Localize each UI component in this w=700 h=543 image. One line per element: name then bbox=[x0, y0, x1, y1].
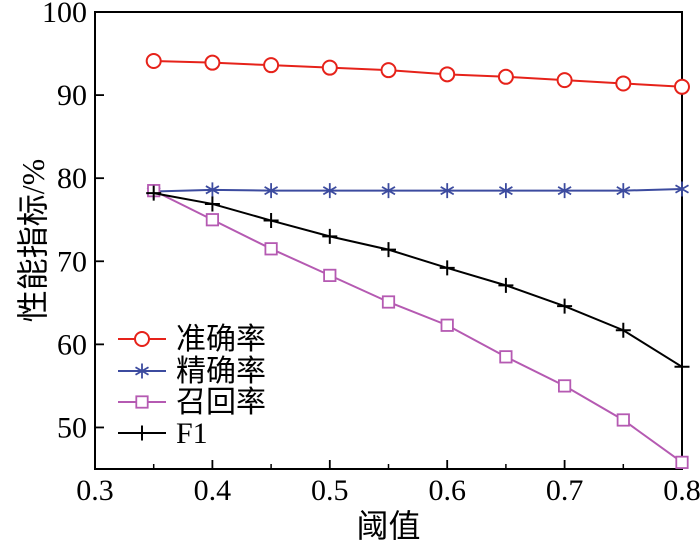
plus-marker bbox=[381, 242, 396, 258]
y-tick-label: 60 bbox=[57, 328, 87, 361]
asterisk-marker bbox=[205, 182, 220, 198]
square-marker bbox=[264, 242, 278, 256]
series-F1 bbox=[146, 185, 690, 375]
x-tick-label: 0.8 bbox=[663, 474, 700, 507]
square-marker bbox=[323, 268, 337, 282]
plus-marker bbox=[146, 185, 162, 201]
plus-marker bbox=[674, 359, 690, 375]
square-marker bbox=[499, 350, 513, 364]
asterisk-marker bbox=[135, 363, 149, 379]
circle-marker bbox=[321, 59, 338, 76]
x-tick-label: 0.7 bbox=[546, 474, 584, 507]
y-tick-label: 70 bbox=[57, 245, 87, 278]
legend-item-F1: F1 bbox=[118, 417, 208, 450]
asterisk-marker bbox=[557, 183, 572, 199]
square-marker bbox=[205, 213, 219, 227]
y-tick-label: 100 bbox=[42, 0, 87, 29]
plus-marker bbox=[498, 277, 514, 293]
plus-marker bbox=[322, 228, 338, 244]
circle-marker bbox=[134, 331, 150, 347]
y-tick-label: 80 bbox=[57, 162, 87, 195]
square-marker bbox=[675, 455, 689, 469]
legend-item-召回率: 召回率 bbox=[118, 386, 266, 419]
asterisk-marker bbox=[498, 183, 513, 199]
series-line-2 bbox=[153, 189, 683, 464]
square-marker bbox=[135, 395, 149, 409]
plus-marker bbox=[557, 298, 573, 314]
legend-label: 精确率 bbox=[176, 355, 266, 388]
asterisk-marker bbox=[264, 183, 279, 199]
plus-marker bbox=[615, 322, 631, 338]
asterisk-marker bbox=[440, 183, 455, 199]
square-marker bbox=[558, 379, 572, 393]
x-axis-label: 阈值 bbox=[356, 508, 420, 543]
square-marker bbox=[616, 413, 630, 427]
legend-label: 准确率 bbox=[176, 323, 266, 356]
asterisk-marker bbox=[616, 183, 631, 199]
x-tick-label: 0.5 bbox=[311, 474, 349, 507]
circle-marker bbox=[380, 62, 397, 79]
x-tick-label: 0.3 bbox=[76, 474, 114, 507]
legend-label: F1 bbox=[176, 417, 208, 450]
circle-marker bbox=[556, 72, 573, 89]
plus-marker bbox=[134, 425, 150, 441]
circle-marker bbox=[615, 75, 632, 92]
square-marker bbox=[440, 318, 454, 332]
series-准确率 bbox=[145, 53, 690, 95]
asterisk-marker bbox=[381, 183, 396, 199]
y-tick-label: 90 bbox=[57, 79, 87, 112]
circle-marker bbox=[497, 68, 514, 85]
series-精确率 bbox=[146, 181, 689, 199]
circle-marker bbox=[204, 54, 221, 71]
legend-item-准确率: 准确率 bbox=[118, 323, 266, 356]
series-line-0 bbox=[153, 60, 683, 88]
circle-marker bbox=[674, 78, 690, 95]
legend-label: 召回率 bbox=[176, 386, 266, 419]
y-tick-label: 50 bbox=[57, 411, 87, 444]
series-line-3 bbox=[153, 192, 683, 368]
series-line-1 bbox=[153, 187, 683, 193]
x-tick-label: 0.4 bbox=[194, 474, 232, 507]
circle-marker bbox=[439, 66, 456, 83]
asterisk-marker bbox=[322, 183, 337, 199]
y-axis-label: 性能指标/% bbox=[15, 159, 51, 323]
circle-marker bbox=[145, 53, 162, 70]
plus-marker bbox=[439, 260, 455, 276]
circle-marker bbox=[263, 57, 280, 74]
plus-marker bbox=[204, 196, 220, 212]
asterisk-marker bbox=[675, 181, 689, 197]
x-tick-label: 0.6 bbox=[428, 474, 466, 507]
legend-item-精确率: 精确率 bbox=[118, 355, 266, 388]
square-marker bbox=[381, 295, 396, 309]
plus-marker bbox=[263, 213, 279, 229]
